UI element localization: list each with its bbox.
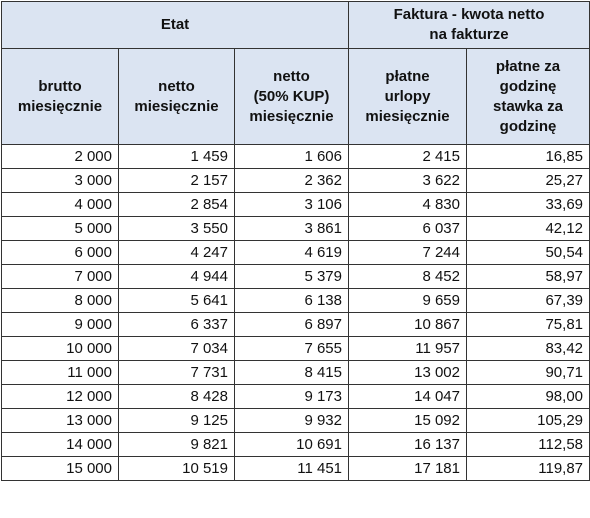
column-header-netto-kup: netto (50% KUP) miesięcznie [234, 48, 349, 145]
cell-platne-urlopy: 3 622 [348, 168, 467, 193]
cell-brutto: 10 000 [1, 336, 119, 361]
cell-brutto: 13 000 [1, 408, 119, 433]
cell-netto: 2 157 [118, 168, 235, 193]
cell-stawka-godzinowa: 42,12 [465, 216, 590, 241]
table-row: 6 000 4 247 4 619 7 244 50,54 [1, 240, 590, 265]
cell-stawka-godzinowa: 16,85 [465, 144, 590, 169]
table-row: 9 000 6 337 6 897 10 867 75,81 [1, 312, 590, 337]
table-row: 13 000 9 125 9 932 15 092 105,29 [1, 408, 590, 433]
table-body: 2 000 1 459 1 606 2 415 16,85 3 000 2 15… [1, 144, 590, 481]
group-header-faktura: Faktura - kwota netto na fakturze [347, 1, 590, 49]
cell-netto-kup: 11 451 [234, 456, 349, 481]
cell-netto-kup: 10 691 [234, 432, 349, 457]
table-header: Etat Faktura - kwota netto na fakturze b… [1, 1, 590, 145]
cell-netto: 9 821 [118, 432, 235, 457]
table-row: 7 000 4 944 5 379 8 452 58,97 [1, 264, 590, 289]
cell-netto: 6 337 [118, 312, 235, 337]
cell-netto: 4 944 [118, 264, 235, 289]
cell-netto-kup: 3 861 [234, 216, 349, 241]
cell-netto: 5 641 [118, 288, 235, 313]
cell-brutto: 12 000 [1, 384, 119, 409]
cell-stawka-godzinowa: 90,71 [465, 360, 590, 385]
table-row: 10 000 7 034 7 655 11 957 83,42 [1, 336, 590, 361]
cell-netto-kup: 5 379 [234, 264, 349, 289]
cell-netto: 9 125 [118, 408, 235, 433]
cell-platne-urlopy: 11 957 [348, 336, 467, 361]
cell-platne-urlopy: 14 047 [348, 384, 467, 409]
cell-platne-urlopy: 13 002 [348, 360, 467, 385]
cell-brutto: 7 000 [1, 264, 119, 289]
cell-netto-kup: 9 173 [234, 384, 349, 409]
cell-brutto: 2 000 [1, 144, 119, 169]
cell-netto: 7 034 [118, 336, 235, 361]
cell-netto-kup: 7 655 [234, 336, 349, 361]
cell-brutto: 15 000 [1, 456, 119, 481]
cell-platne-urlopy: 16 137 [348, 432, 467, 457]
cell-brutto: 8 000 [1, 288, 119, 313]
cell-brutto: 9 000 [1, 312, 119, 337]
cell-stawka-godzinowa: 98,00 [465, 384, 590, 409]
cell-netto-kup: 6 897 [234, 312, 349, 337]
cell-stawka-godzinowa: 83,42 [465, 336, 590, 361]
cell-platne-urlopy: 17 181 [348, 456, 467, 481]
cell-brutto: 11 000 [1, 360, 119, 385]
cell-brutto: 3 000 [1, 168, 119, 193]
cell-platne-urlopy: 15 092 [348, 408, 467, 433]
cell-stawka-godzinowa: 58,97 [465, 264, 590, 289]
cell-stawka-godzinowa: 75,81 [465, 312, 590, 337]
table-row: 8 000 5 641 6 138 9 659 67,39 [1, 288, 590, 313]
cell-netto: 10 519 [118, 456, 235, 481]
cell-netto: 2 854 [118, 192, 235, 217]
column-header-brutto: brutto miesięcznie [1, 48, 119, 145]
cell-platne-urlopy: 6 037 [348, 216, 467, 241]
salary-comparison-table: Etat Faktura - kwota netto na fakturze b… [1, 1, 590, 481]
cell-netto-kup: 2 362 [234, 168, 349, 193]
cell-platne-urlopy: 7 244 [348, 240, 467, 265]
cell-netto-kup: 1 606 [234, 144, 349, 169]
table-row: 14 000 9 821 10 691 16 137 112,58 [1, 432, 590, 457]
cell-stawka-godzinowa: 119,87 [465, 456, 590, 481]
cell-netto-kup: 8 415 [234, 360, 349, 385]
cell-platne-urlopy: 8 452 [348, 264, 467, 289]
table-row: 4 000 2 854 3 106 4 830 33,69 [1, 192, 590, 217]
cell-stawka-godzinowa: 50,54 [465, 240, 590, 265]
cell-stawka-godzinowa: 105,29 [465, 408, 590, 433]
cell-platne-urlopy: 10 867 [348, 312, 467, 337]
column-header-platne-urlopy: płatne urlopy miesięcznie [348, 48, 467, 145]
group-header-etat: Etat [1, 1, 349, 49]
cell-platne-urlopy: 4 830 [348, 192, 467, 217]
cell-netto-kup: 4 619 [234, 240, 349, 265]
cell-netto: 7 731 [118, 360, 235, 385]
table-row: 12 000 8 428 9 173 14 047 98,00 [1, 384, 590, 409]
cell-brutto: 14 000 [1, 432, 119, 457]
cell-stawka-godzinowa: 25,27 [465, 168, 590, 193]
column-header-stawka-godzinowa: płatne za godzinę stawka za godzinę [465, 48, 590, 145]
table-row: 11 000 7 731 8 415 13 002 90,71 [1, 360, 590, 385]
column-header-row: brutto miesięcznie netto miesięcznie net… [1, 48, 590, 145]
column-header-netto: netto miesięcznie [118, 48, 235, 145]
cell-netto-kup: 6 138 [234, 288, 349, 313]
cell-stawka-godzinowa: 67,39 [465, 288, 590, 313]
cell-brutto: 6 000 [1, 240, 119, 265]
table-row: 2 000 1 459 1 606 2 415 16,85 [1, 144, 590, 169]
cell-stawka-godzinowa: 33,69 [465, 192, 590, 217]
cell-brutto: 4 000 [1, 192, 119, 217]
cell-netto: 1 459 [118, 144, 235, 169]
table-row: 15 000 10 519 11 451 17 181 119,87 [1, 456, 590, 481]
cell-netto-kup: 3 106 [234, 192, 349, 217]
cell-platne-urlopy: 2 415 [348, 144, 467, 169]
cell-stawka-godzinowa: 112,58 [465, 432, 590, 457]
table-row: 3 000 2 157 2 362 3 622 25,27 [1, 168, 590, 193]
table-row: 5 000 3 550 3 861 6 037 42,12 [1, 216, 590, 241]
cell-brutto: 5 000 [1, 216, 119, 241]
cell-netto: 3 550 [118, 216, 235, 241]
cell-platne-urlopy: 9 659 [348, 288, 467, 313]
cell-netto: 4 247 [118, 240, 235, 265]
group-header-row: Etat Faktura - kwota netto na fakturze [1, 1, 590, 49]
cell-netto: 8 428 [118, 384, 235, 409]
cell-netto-kup: 9 932 [234, 408, 349, 433]
